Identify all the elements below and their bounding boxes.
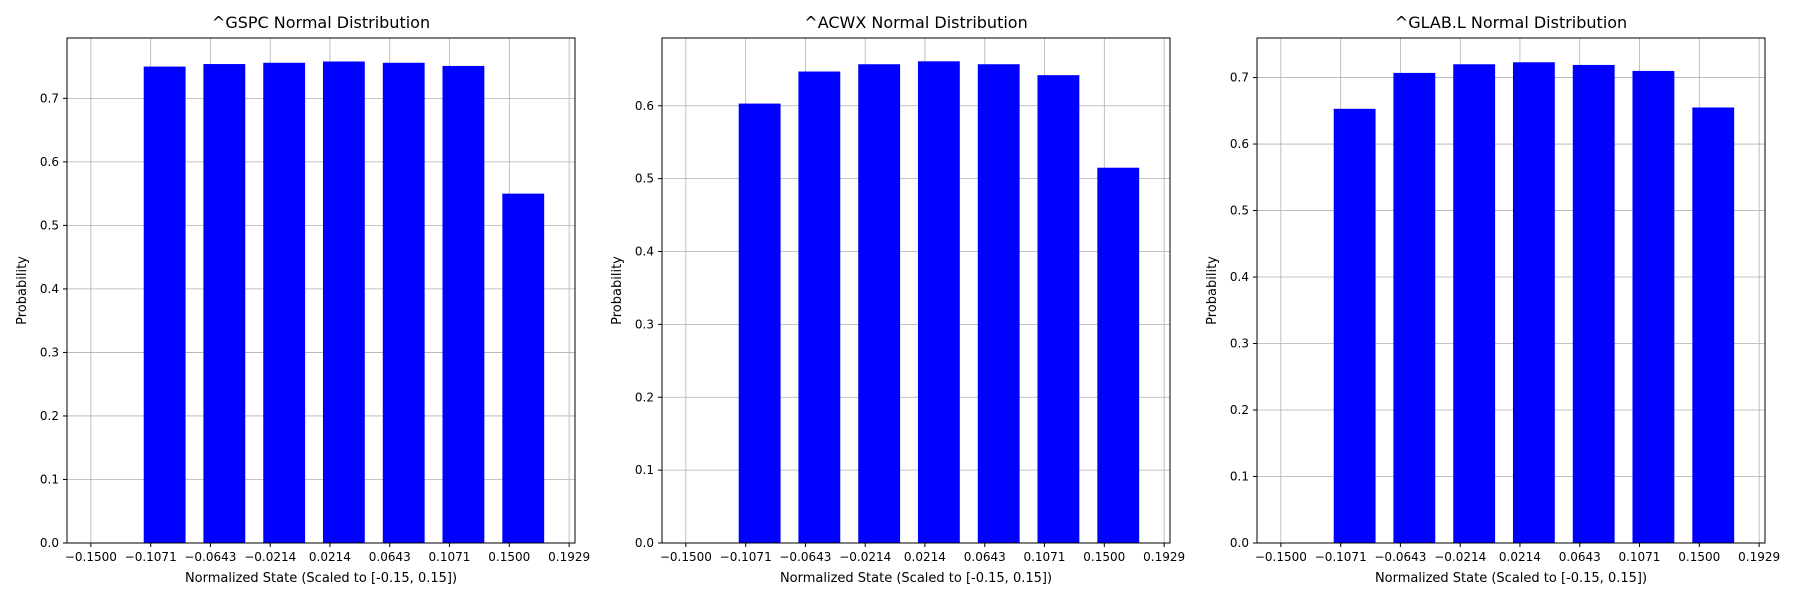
subplot-glab: ^GLAB.L Normal Distribution −0.1500 −0.10… [1205, 13, 1780, 586]
chart-title: ^GLAB.L Normal Distribution [1395, 13, 1627, 32]
y-tick-label: 0.3 [40, 345, 59, 359]
y-tick-label: 0.1 [40, 472, 59, 486]
y-tick-label: 0.7 [1230, 71, 1249, 85]
x-tick-label: 0.1071 [1023, 550, 1065, 564]
bar [502, 193, 545, 543]
x-tick-label: −0.0643 [1374, 550, 1426, 564]
y-tick-label: 0.6 [1230, 137, 1249, 151]
y-tick-label: 0.0 [635, 536, 654, 550]
y-tick-label: 0.3 [1230, 337, 1249, 351]
y-tick-label: 0.0 [40, 536, 59, 550]
bar [322, 61, 365, 543]
y-tick-label: 0.6 [635, 99, 654, 113]
y-tick-label: 0.4 [40, 282, 59, 296]
bar [1572, 64, 1615, 544]
y-axis-label: Probability [15, 256, 30, 325]
subplot-acwx: ^ACWX Normal Distribution −0.1500 −0.1071… [610, 13, 1185, 586]
bar [442, 65, 485, 544]
x-tick-label: 0.0643 [1559, 550, 1601, 564]
x-tick-label: −0.0643 [779, 550, 831, 564]
y-tick-label: 0.4 [635, 245, 654, 259]
x-tick-label: 0.1929 [1143, 550, 1185, 564]
bar [917, 61, 960, 543]
bar [1453, 64, 1496, 544]
bar [1097, 167, 1140, 543]
x-tick-label: 0.1071 [428, 550, 470, 564]
y-tick-label: 0.3 [635, 317, 654, 331]
y-tick-label: 0.0 [1230, 536, 1249, 550]
x-axis-label: Normalized State (Scaled to [-0.15, 0.15… [1375, 571, 1647, 586]
x-tick-label: −0.1500 [1255, 550, 1307, 564]
x-tick-label: −0.0643 [184, 550, 236, 564]
chart-title: ^ACWX Normal Distribution [804, 13, 1027, 32]
bar [858, 64, 901, 543]
y-tick-label: 0.4 [1230, 270, 1249, 284]
x-tick-label: −0.1071 [720, 550, 772, 564]
plot-frame [66, 37, 576, 544]
x-tick-label: 0.0214 [904, 550, 946, 564]
x-tick-label: −0.1500 [65, 550, 117, 564]
y-tick-label: 0.7 [40, 91, 59, 105]
x-tick-label: 0.1500 [1678, 550, 1720, 564]
bar [1037, 75, 1080, 544]
x-tick-label: −0.1071 [125, 550, 177, 564]
x-tick-label: −0.1500 [660, 550, 712, 564]
x-tick-label: 0.1500 [1083, 550, 1125, 564]
x-tick-label: −0.0214 [244, 550, 296, 564]
x-tick-label: 0.0214 [1499, 550, 1541, 564]
x-tick-label: 0.0643 [369, 550, 411, 564]
x-axis-label: Normalized State (Scaled to [-0.15, 0.15… [780, 571, 1052, 586]
bar [1512, 62, 1555, 543]
x-tick-label: 0.1929 [548, 550, 590, 564]
bar [203, 64, 246, 544]
x-tick-label: −0.0214 [839, 550, 891, 564]
y-tick-label: 0.5 [1230, 204, 1249, 218]
y-tick-label: 0.5 [635, 172, 654, 186]
bar [738, 103, 781, 544]
y-tick-label: 0.1 [1230, 470, 1249, 484]
bar [1692, 107, 1735, 543]
y-tick-label: 0.1 [635, 463, 654, 477]
y-tick-label: 0.2 [40, 409, 59, 423]
y-axis-label: Probability [610, 256, 625, 325]
bar [798, 71, 841, 543]
chart-title: ^GSPC Normal Distribution [212, 13, 430, 32]
x-tick-label: 0.1071 [1618, 550, 1660, 564]
bar [1333, 108, 1376, 543]
x-tick-label: 0.0643 [964, 550, 1006, 564]
bar [1632, 70, 1675, 544]
x-tick-label: 0.1929 [1738, 550, 1780, 564]
plot-frame [1256, 37, 1766, 544]
x-tick-label: 0.1500 [488, 550, 530, 564]
y-axis-label: Probability [1205, 256, 1220, 325]
y-tick-label: 0.2 [1230, 403, 1249, 417]
x-axis-label: Normalized State (Scaled to [-0.15, 0.15… [185, 571, 457, 586]
plot-frame [661, 37, 1171, 544]
x-tick-label: −0.0214 [1434, 550, 1486, 564]
y-tick-label: 0.2 [635, 390, 654, 404]
x-tick-label: 0.0214 [309, 550, 351, 564]
x-tick-label: −0.1071 [1315, 550, 1367, 564]
bar [263, 62, 306, 543]
bar [143, 66, 186, 544]
bar [1393, 72, 1436, 543]
bar [382, 62, 425, 543]
bar [977, 64, 1020, 543]
subplot-gspc: ^GSPC Normal Distribution −0.1500 −0.1071… [15, 13, 590, 586]
y-tick-label: 0.5 [40, 218, 59, 232]
y-tick-label: 0.6 [40, 155, 59, 169]
